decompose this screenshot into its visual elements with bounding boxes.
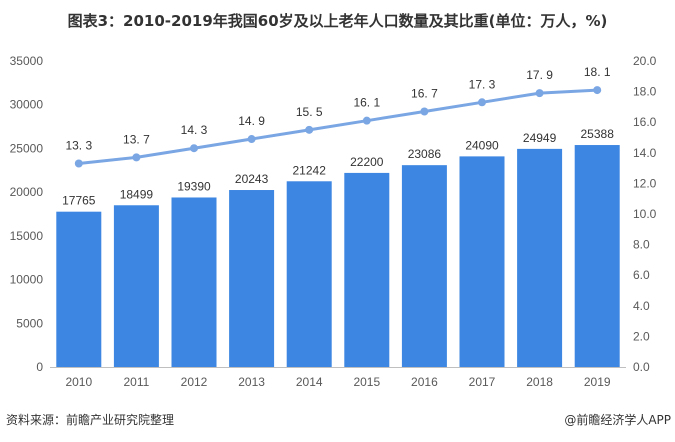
bar-value-label: 24090 bbox=[465, 138, 499, 152]
bar bbox=[56, 211, 102, 367]
bar bbox=[171, 197, 217, 367]
right-axis-tick: 2.0 bbox=[633, 329, 650, 343]
left-axis-tick: 30000 bbox=[10, 98, 44, 112]
ratio-point bbox=[535, 89, 544, 98]
bar-value-label: 23086 bbox=[408, 147, 442, 161]
left-axis-tick: 10000 bbox=[10, 273, 44, 287]
ratio-point bbox=[478, 98, 486, 107]
bar bbox=[459, 156, 505, 367]
bar-value-label: 24949 bbox=[523, 131, 557, 145]
ratio-value-label: 14. 9 bbox=[238, 114, 265, 128]
source-note: 资料来源：前瞻产业研究院整理 bbox=[6, 413, 175, 427]
ratio-point bbox=[74, 159, 83, 168]
bar-value-label: 17765 bbox=[62, 194, 96, 208]
ratio-value-label: 18. 1 bbox=[584, 65, 611, 79]
x-axis-tick: 2011 bbox=[123, 375, 149, 389]
ratio-point bbox=[190, 144, 198, 153]
x-axis-tick: 2018 bbox=[526, 375, 553, 389]
ratio-value-label: 14. 3 bbox=[181, 123, 208, 137]
x-axis-tick: 2010 bbox=[65, 375, 92, 389]
chart-title: 图表3：2010-2019年我国60岁及以上老年人口数量及其比重(单位：万人，%… bbox=[67, 12, 608, 30]
left-axis-tick: 20000 bbox=[10, 185, 44, 199]
right-axis-tick: 0.0 bbox=[633, 360, 650, 374]
ratio-point bbox=[305, 125, 314, 134]
x-axis-tick: 2012 bbox=[181, 375, 208, 389]
bar-value-label: 21242 bbox=[293, 163, 327, 177]
ratio-value-label: 17. 9 bbox=[526, 68, 553, 82]
right-axis-tick: 14.0 bbox=[633, 146, 657, 160]
bar bbox=[344, 172, 390, 367]
bar-value-label: 19390 bbox=[177, 179, 211, 193]
ratio-point bbox=[420, 107, 429, 116]
right-axis-tick: 18.0 bbox=[633, 85, 657, 99]
ratio-value-label: 13. 3 bbox=[65, 139, 92, 153]
right-axis-tick: 16.0 bbox=[633, 115, 657, 129]
right-axis-tick: 10.0 bbox=[633, 207, 657, 221]
left-axis-tick: 25000 bbox=[10, 141, 44, 155]
ratio-value-label: 16. 1 bbox=[353, 96, 380, 110]
bar bbox=[517, 148, 563, 367]
bar-value-label: 20243 bbox=[235, 172, 269, 186]
left-axis-tick: 15000 bbox=[10, 229, 44, 243]
ratio-line bbox=[78, 88, 598, 166]
x-axis-tick: 2013 bbox=[238, 375, 265, 389]
ratio-point bbox=[132, 153, 141, 162]
left-axis-tick: 0 bbox=[36, 360, 43, 374]
x-axis-tick: 2017 bbox=[469, 375, 496, 389]
ratio-point bbox=[593, 86, 602, 95]
ratio-value-label: 15. 5 bbox=[296, 105, 323, 119]
bar bbox=[286, 181, 332, 367]
ratio-point bbox=[247, 135, 256, 144]
left-axis-tick: 35000 bbox=[10, 54, 44, 68]
ratio-point bbox=[362, 116, 371, 125]
bar bbox=[574, 145, 620, 367]
right-axis-tick: 4.0 bbox=[633, 299, 650, 313]
x-axis-tick: 2014 bbox=[296, 375, 323, 389]
bar-value-label: 18499 bbox=[120, 187, 154, 201]
right-axis-tick: 8.0 bbox=[633, 238, 650, 252]
left-axis-tick: 5000 bbox=[16, 316, 43, 330]
bar-value-label: 25388 bbox=[581, 127, 615, 141]
x-axis-tick: 2016 bbox=[411, 375, 438, 389]
right-axis-tick: 12.0 bbox=[633, 176, 657, 190]
brand-label: @前瞻经济学人APP bbox=[564, 413, 671, 427]
bar bbox=[229, 190, 275, 367]
ratio-value-label: 13. 7 bbox=[123, 132, 150, 146]
ratio-value-label: 17. 3 bbox=[469, 77, 496, 91]
x-axis-tick: 2015 bbox=[353, 375, 380, 389]
ratio-value-label: 16. 7 bbox=[411, 86, 438, 100]
bar bbox=[401, 165, 447, 367]
right-axis-tick: 20.0 bbox=[633, 54, 657, 68]
bar bbox=[113, 205, 159, 367]
x-axis-tick: 2019 bbox=[584, 375, 611, 389]
bar-value-label: 22200 bbox=[350, 155, 384, 169]
right-axis-tick: 6.0 bbox=[633, 268, 650, 282]
